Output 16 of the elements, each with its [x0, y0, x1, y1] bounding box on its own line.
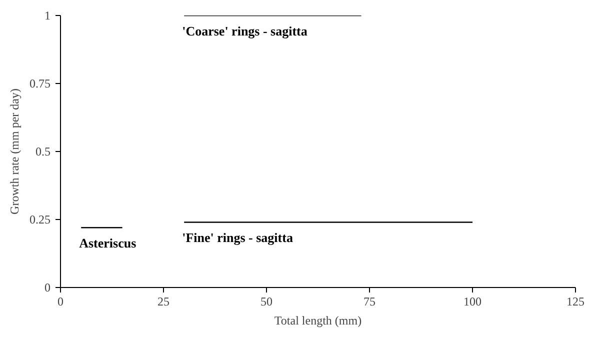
series-label: 'Fine' rings - sagitta [182, 230, 294, 246]
y-tick-label: 0.5 [36, 144, 50, 158]
series-label: 'Coarse' rings - sagitta [182, 24, 308, 38]
x-tick-label: 75 [364, 294, 376, 308]
x-tick-label: 25 [158, 294, 170, 308]
x-tick-label: 50 [260, 294, 272, 308]
x-tick-label: 125 [566, 294, 584, 308]
y-tick-label: 1 [44, 8, 50, 22]
x-tick-label: 100 [464, 294, 482, 308]
y-tick-label: 0 [44, 280, 50, 294]
y-axis-title: Growth rate (mm per day) [8, 88, 22, 214]
y-tick-label: 0.25 [30, 212, 50, 226]
x-tick-label: 0 [58, 294, 64, 308]
y-tick-label: 0.75 [30, 76, 50, 90]
series-label: Asteriscus [79, 236, 136, 251]
x-axis-title: Total length (mm) [274, 314, 362, 328]
